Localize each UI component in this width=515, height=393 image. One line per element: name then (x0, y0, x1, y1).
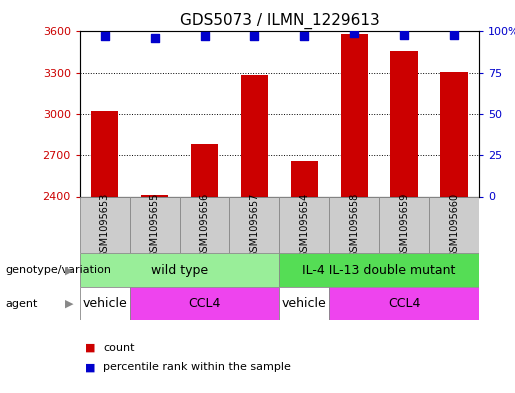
Text: GSM1095656: GSM1095656 (199, 192, 210, 258)
Text: GSM1095657: GSM1095657 (249, 192, 260, 258)
Text: vehicle: vehicle (282, 297, 327, 310)
Bar (80, 196, 130, 253)
Bar (280, 196, 329, 253)
Bar (440, 72, 468, 393)
Text: GSM1095655: GSM1095655 (150, 192, 160, 258)
Text: ■: ■ (85, 343, 95, 353)
Text: ■: ■ (85, 362, 95, 373)
Text: count: count (103, 343, 134, 353)
Text: GSM1095660: GSM1095660 (449, 193, 459, 257)
Bar (390, 51, 418, 393)
Bar (241, 75, 268, 393)
Point (200, 33, 209, 40)
Point (300, 33, 308, 40)
Text: percentile rank within the sample: percentile rank within the sample (103, 362, 291, 373)
Bar (290, 161, 318, 393)
Point (150, 35, 159, 41)
Bar (230, 196, 280, 253)
Bar (130, 287, 280, 320)
Bar (80, 287, 130, 320)
Bar (180, 196, 230, 253)
Text: ▶: ▶ (65, 265, 74, 275)
Point (250, 33, 259, 40)
Point (100, 33, 109, 40)
Text: agent: agent (5, 299, 38, 309)
Bar (329, 287, 479, 320)
Text: CCL4: CCL4 (388, 297, 420, 310)
Bar (80, 253, 280, 287)
Bar (91, 111, 118, 393)
Text: genotype/variation: genotype/variation (5, 265, 111, 275)
Title: GDS5073 / ILMN_1229613: GDS5073 / ILMN_1229613 (180, 13, 379, 29)
Text: GSM1095659: GSM1095659 (399, 192, 409, 258)
Bar (141, 195, 168, 393)
Bar (429, 196, 479, 253)
Text: wild type: wild type (151, 264, 208, 277)
Bar (280, 287, 329, 320)
Text: CCL4: CCL4 (188, 297, 221, 310)
Text: GSM1095654: GSM1095654 (299, 192, 310, 258)
Bar (329, 196, 379, 253)
Point (350, 30, 358, 36)
Point (400, 31, 408, 38)
Bar (280, 253, 479, 287)
Text: GSM1095658: GSM1095658 (349, 192, 359, 258)
Point (450, 31, 458, 38)
Text: ▶: ▶ (65, 299, 74, 309)
Bar (191, 144, 218, 393)
Text: vehicle: vehicle (82, 297, 127, 310)
Bar (379, 196, 429, 253)
Bar (130, 196, 180, 253)
Text: GSM1095653: GSM1095653 (100, 192, 110, 258)
Text: IL-4 IL-13 double mutant: IL-4 IL-13 double mutant (302, 264, 456, 277)
Bar (340, 34, 368, 393)
